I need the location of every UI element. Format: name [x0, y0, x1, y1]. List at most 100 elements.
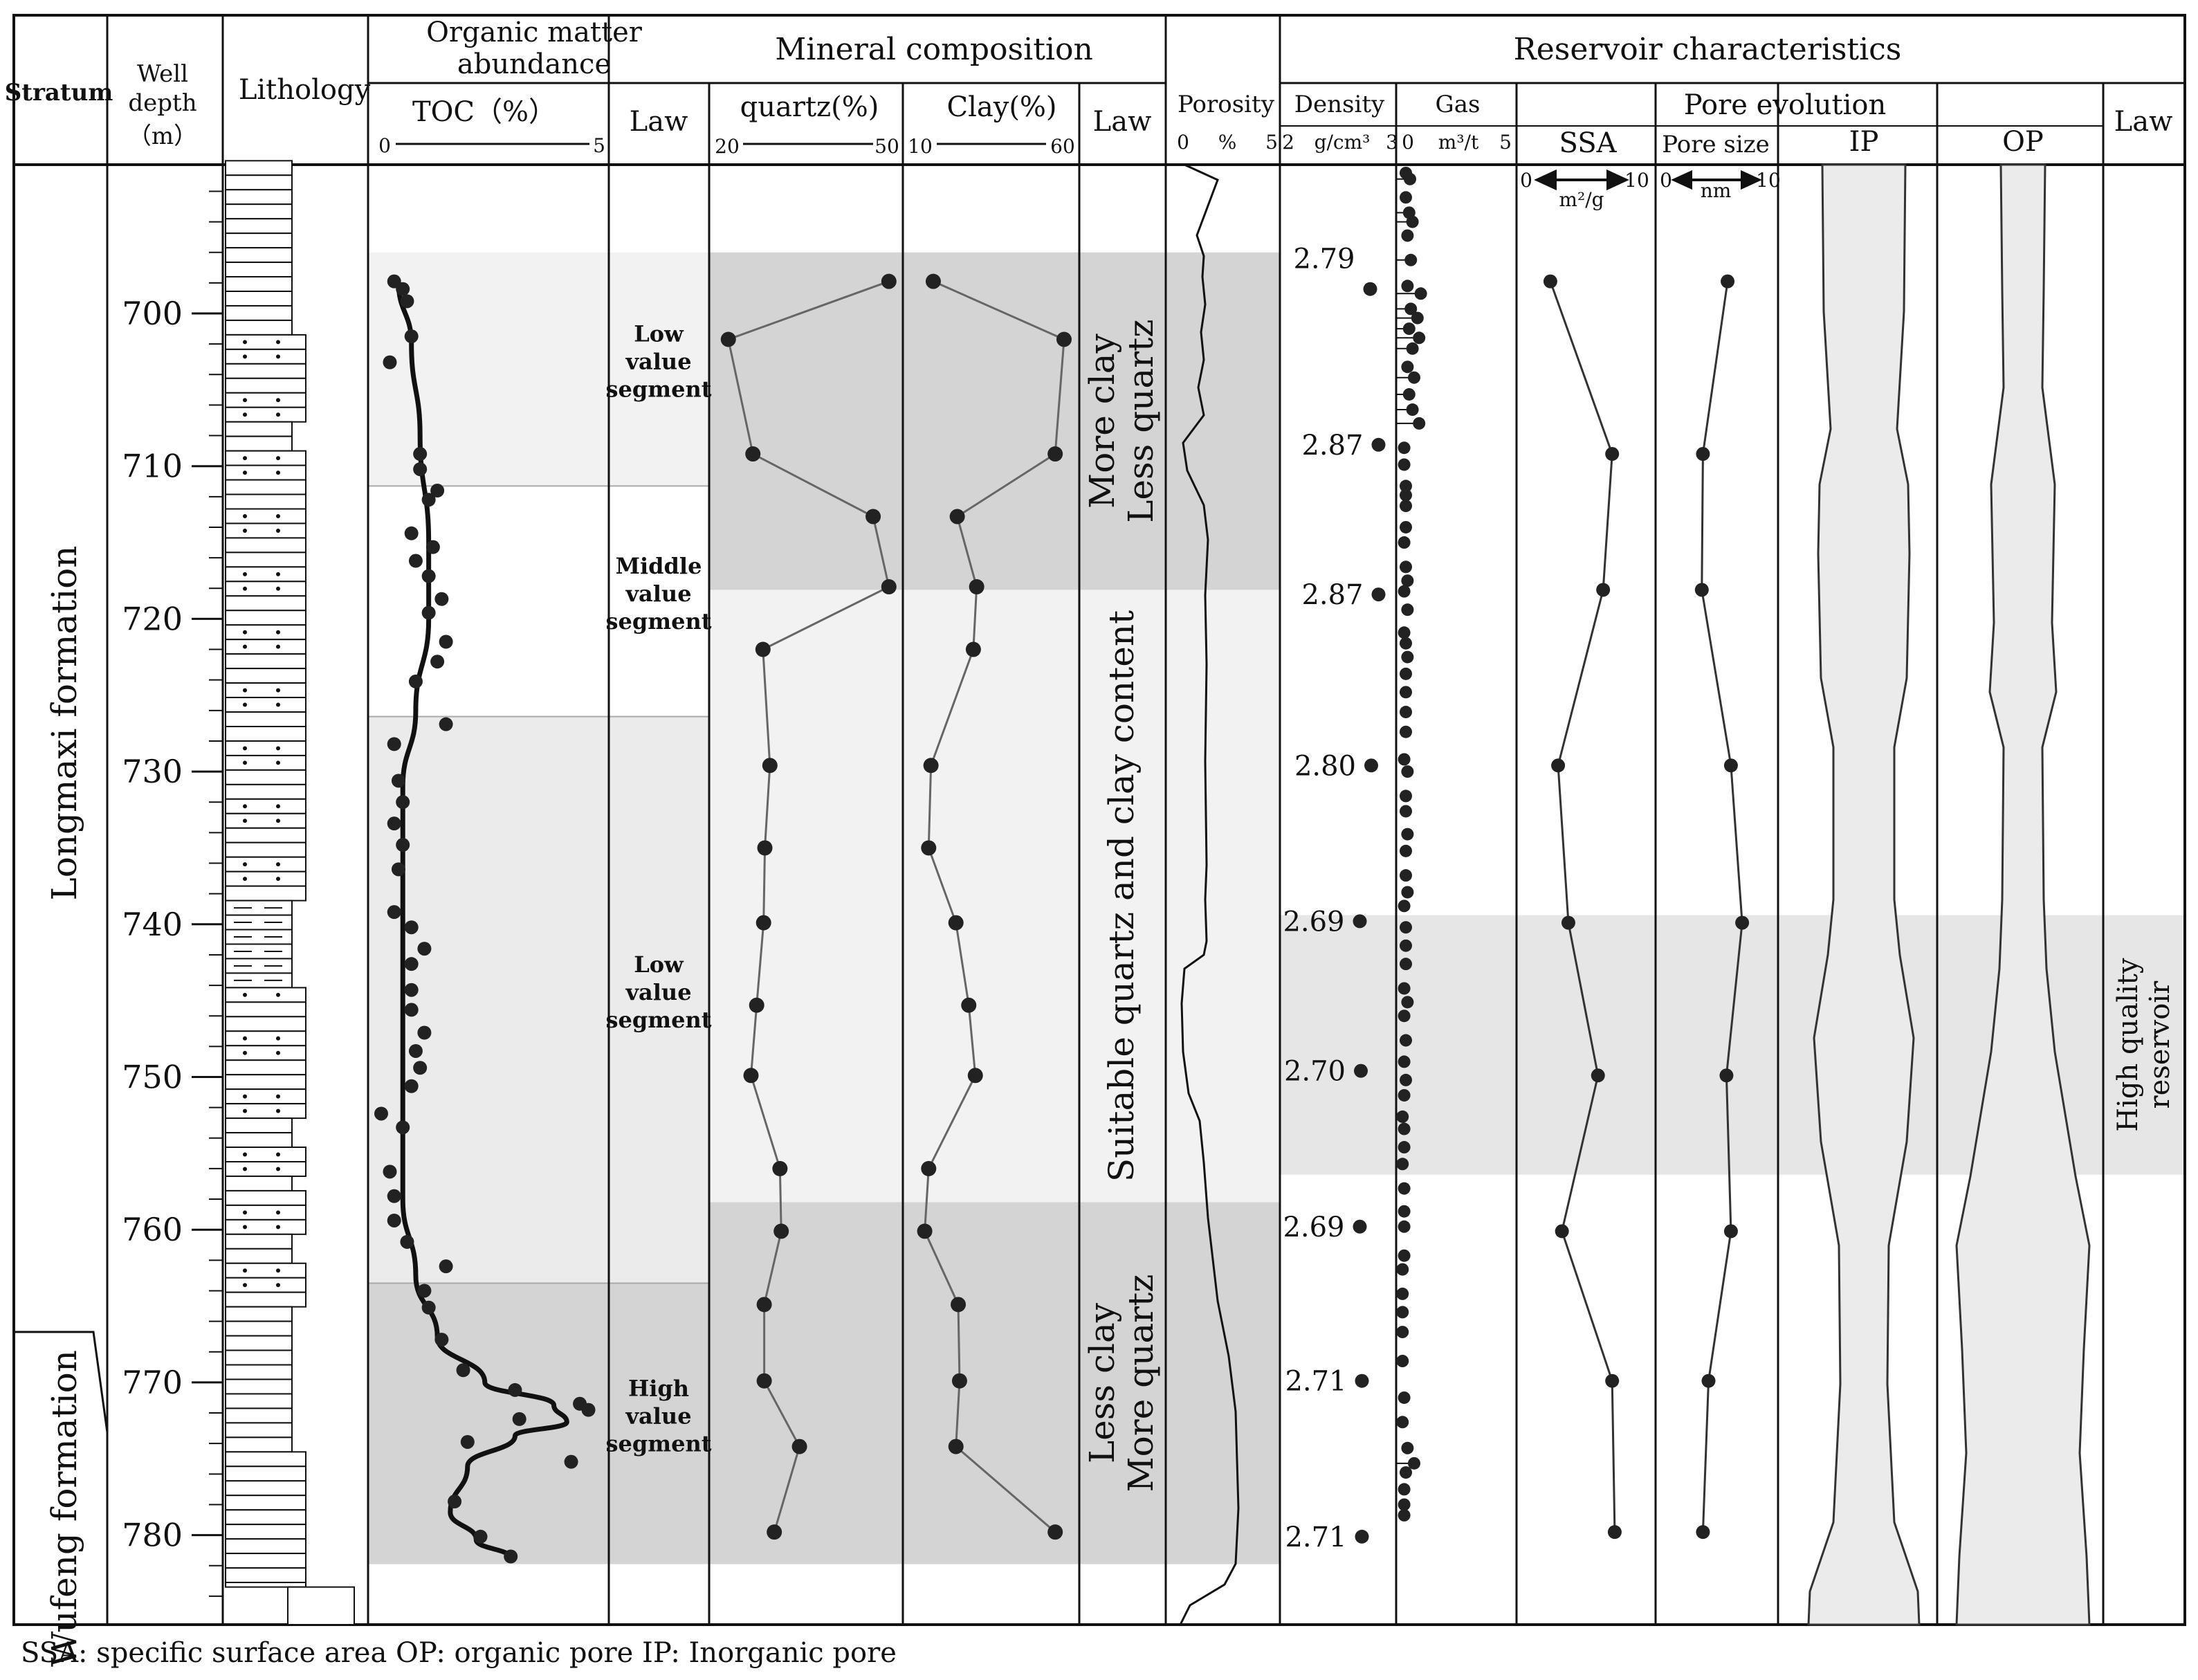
toc-point: [430, 655, 445, 669]
mineral-law-label: More clay: [1082, 333, 1122, 508]
gas-point: [1408, 371, 1420, 384]
clay-point: [949, 509, 965, 524]
lithology-layer: [225, 232, 293, 249]
toc-point: [404, 957, 419, 971]
pore-size-point: [1723, 758, 1738, 773]
density-value-label: 2.87: [1301, 430, 1363, 462]
scale-arrows: [1534, 169, 1762, 191]
gas-point: [1400, 191, 1412, 204]
toc-point: [508, 1382, 522, 1397]
toc-point: [439, 634, 453, 649]
toc-point: [434, 592, 449, 606]
lithology-dot: [243, 1036, 247, 1041]
gas-point: [1400, 939, 1412, 952]
gas-point: [1400, 869, 1412, 882]
lithology-dot: [243, 1268, 247, 1273]
lithology-layer: [225, 203, 293, 220]
density-point: [1353, 914, 1367, 929]
lithology-layer: [225, 987, 306, 1003]
gas-point: [1400, 1073, 1412, 1086]
lithology-dot: [243, 572, 247, 576]
density-point: [1353, 1219, 1367, 1234]
gas-point: [1396, 1306, 1409, 1319]
lithology-layer: [225, 1233, 293, 1250]
strata-labels: Longmaxi formation Wufeng formation: [44, 546, 84, 1667]
lithology-layer: [225, 740, 306, 756]
lithology-layer: [225, 1248, 293, 1264]
toc-point: [456, 1363, 470, 1378]
toc-segment-band: [368, 486, 709, 717]
toc-point: [383, 1165, 397, 1179]
density-value-label: 2.69: [1283, 1212, 1344, 1243]
clay-header: Clay(%): [946, 91, 1056, 123]
toc-segment-label: value: [625, 1403, 691, 1429]
lithology-base-block: [287, 1586, 355, 1625]
lithology-layer: [225, 1262, 306, 1279]
gas-scale-unit: m³/t: [1438, 131, 1479, 154]
pore-size-line: [1701, 281, 1743, 1533]
lithology-dot: [276, 1050, 280, 1055]
gas-point: [1398, 1220, 1411, 1233]
quartz-point: [756, 1297, 772, 1313]
lithology-dot: [276, 471, 280, 475]
ssa-point: [1543, 274, 1557, 289]
toc-point: [417, 1284, 432, 1298]
toc-point: [396, 838, 410, 852]
lithology-layer: [225, 639, 306, 655]
lithology-dot: [243, 862, 247, 867]
ssa-header: SSA: [1559, 127, 1618, 159]
lithology-layer: [225, 1466, 306, 1482]
ssa-point: [1605, 1373, 1620, 1388]
quartz-plot: [720, 273, 897, 1540]
gas-point: [1400, 958, 1412, 971]
lithology-layer: [225, 1074, 306, 1090]
lithology-dot: [243, 760, 247, 765]
toc-point: [581, 1403, 596, 1417]
depth-tick-label: 780: [122, 1517, 183, 1554]
porosity-header: Porosity: [1178, 91, 1275, 118]
toc-point: [460, 1434, 475, 1449]
lithology-header: Lithology: [239, 74, 371, 106]
density-scale-unit: g/cm³: [1315, 131, 1371, 154]
mineral-law-label: Less clay: [1082, 1302, 1122, 1463]
lithology-dot: [243, 586, 247, 591]
lithology-layer: [225, 1132, 293, 1149]
quartz-point: [866, 509, 881, 524]
toc-segment-band: [368, 1283, 709, 1564]
lithology-dot: [276, 1268, 280, 1273]
toc-segment-label: value: [625, 349, 691, 375]
gas-point: [1400, 667, 1412, 680]
quartz-point: [881, 273, 897, 289]
density-value-label: 2.87: [1301, 579, 1363, 611]
mineral-law-label: More quartz: [1121, 1274, 1161, 1492]
toc-point: [400, 294, 414, 309]
reservoir-header: Reservoir characteristics: [1514, 32, 1902, 67]
gas-point: [1400, 844, 1412, 857]
gas-point: [1396, 1263, 1409, 1276]
lithology-layer: [225, 697, 306, 713]
quartz-max-label: 50: [874, 135, 899, 158]
clay-point: [917, 1223, 933, 1239]
lithology-layer: [225, 754, 306, 771]
gas-point: [1401, 1441, 1414, 1454]
lithology-layer: [225, 653, 306, 670]
gas-point: [1401, 229, 1414, 242]
density-point: [1371, 437, 1386, 452]
density-point: [1371, 587, 1386, 602]
clay-point: [969, 579, 984, 595]
ssa-plot: [1543, 274, 1622, 1540]
ip-header: IP: [1849, 126, 1879, 158]
quartz-point: [762, 758, 778, 774]
toc-segment-label: Low: [634, 951, 684, 978]
quartz-point: [772, 1160, 788, 1176]
toc-point: [448, 1495, 462, 1509]
clay-point: [961, 997, 977, 1013]
gas-point: [1400, 520, 1412, 533]
toc-point: [383, 355, 397, 369]
lithology-dot: [276, 1225, 280, 1230]
gas-point: [1404, 172, 1416, 185]
quartz-min-label: 20: [715, 135, 740, 158]
gas-point: [1402, 387, 1416, 401]
lithology-layer: [225, 551, 306, 568]
clay-point: [948, 915, 964, 931]
